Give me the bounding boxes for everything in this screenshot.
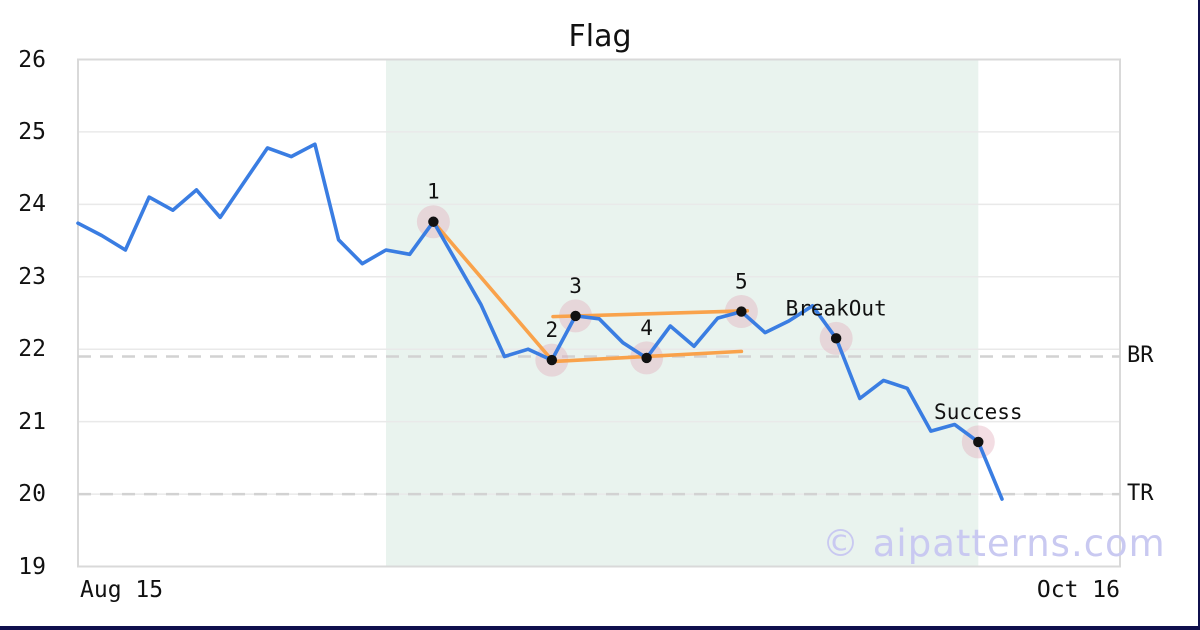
y-tick-label-20: 20 [18,481,46,508]
right-border-strip [1198,0,1200,630]
x-tick-start: Aug 15 [80,577,164,603]
annotation-label-4: 4 [640,316,653,340]
y-tick-label-21: 21 [18,408,46,435]
chart-title: Flag [568,19,632,54]
marker-dot-2 [546,354,558,366]
trendline-pole [431,219,554,362]
watermark: © aipatterns.com [822,522,1166,565]
price-line [76,142,1004,501]
annotation-label-5: 5 [735,270,748,294]
marker-dot-success [973,436,984,448]
marker-dot-4 [641,352,652,364]
annotation-label-success: Success [934,400,1023,424]
marker-dot-1 [428,216,439,227]
y-tick-label-23: 23 [18,263,46,290]
y-tick-label-25: 25 [18,118,46,145]
annotation-label-2: 2 [546,318,559,342]
y-tick-label-19: 19 [18,553,46,580]
annotation-label-3: 3 [569,274,582,298]
y-tick-label-26: 26 [18,46,46,73]
marker-dot-breakout [830,333,842,344]
br-level-label: BR [1127,343,1154,369]
bottom-border-strip [0,626,1200,630]
annotation-label-breakout: BreakOut [786,296,887,320]
y-tick-label-24: 24 [18,191,46,218]
y-tick-label-22: 22 [18,336,46,363]
marker-dot-3 [570,310,581,322]
tr-level-label: TR [1127,481,1154,507]
x-tick-end: Oct 16 [1036,577,1120,603]
plot-border [77,58,1121,568]
annotation-label-1: 1 [427,180,440,204]
marker-dot-5 [736,306,747,317]
